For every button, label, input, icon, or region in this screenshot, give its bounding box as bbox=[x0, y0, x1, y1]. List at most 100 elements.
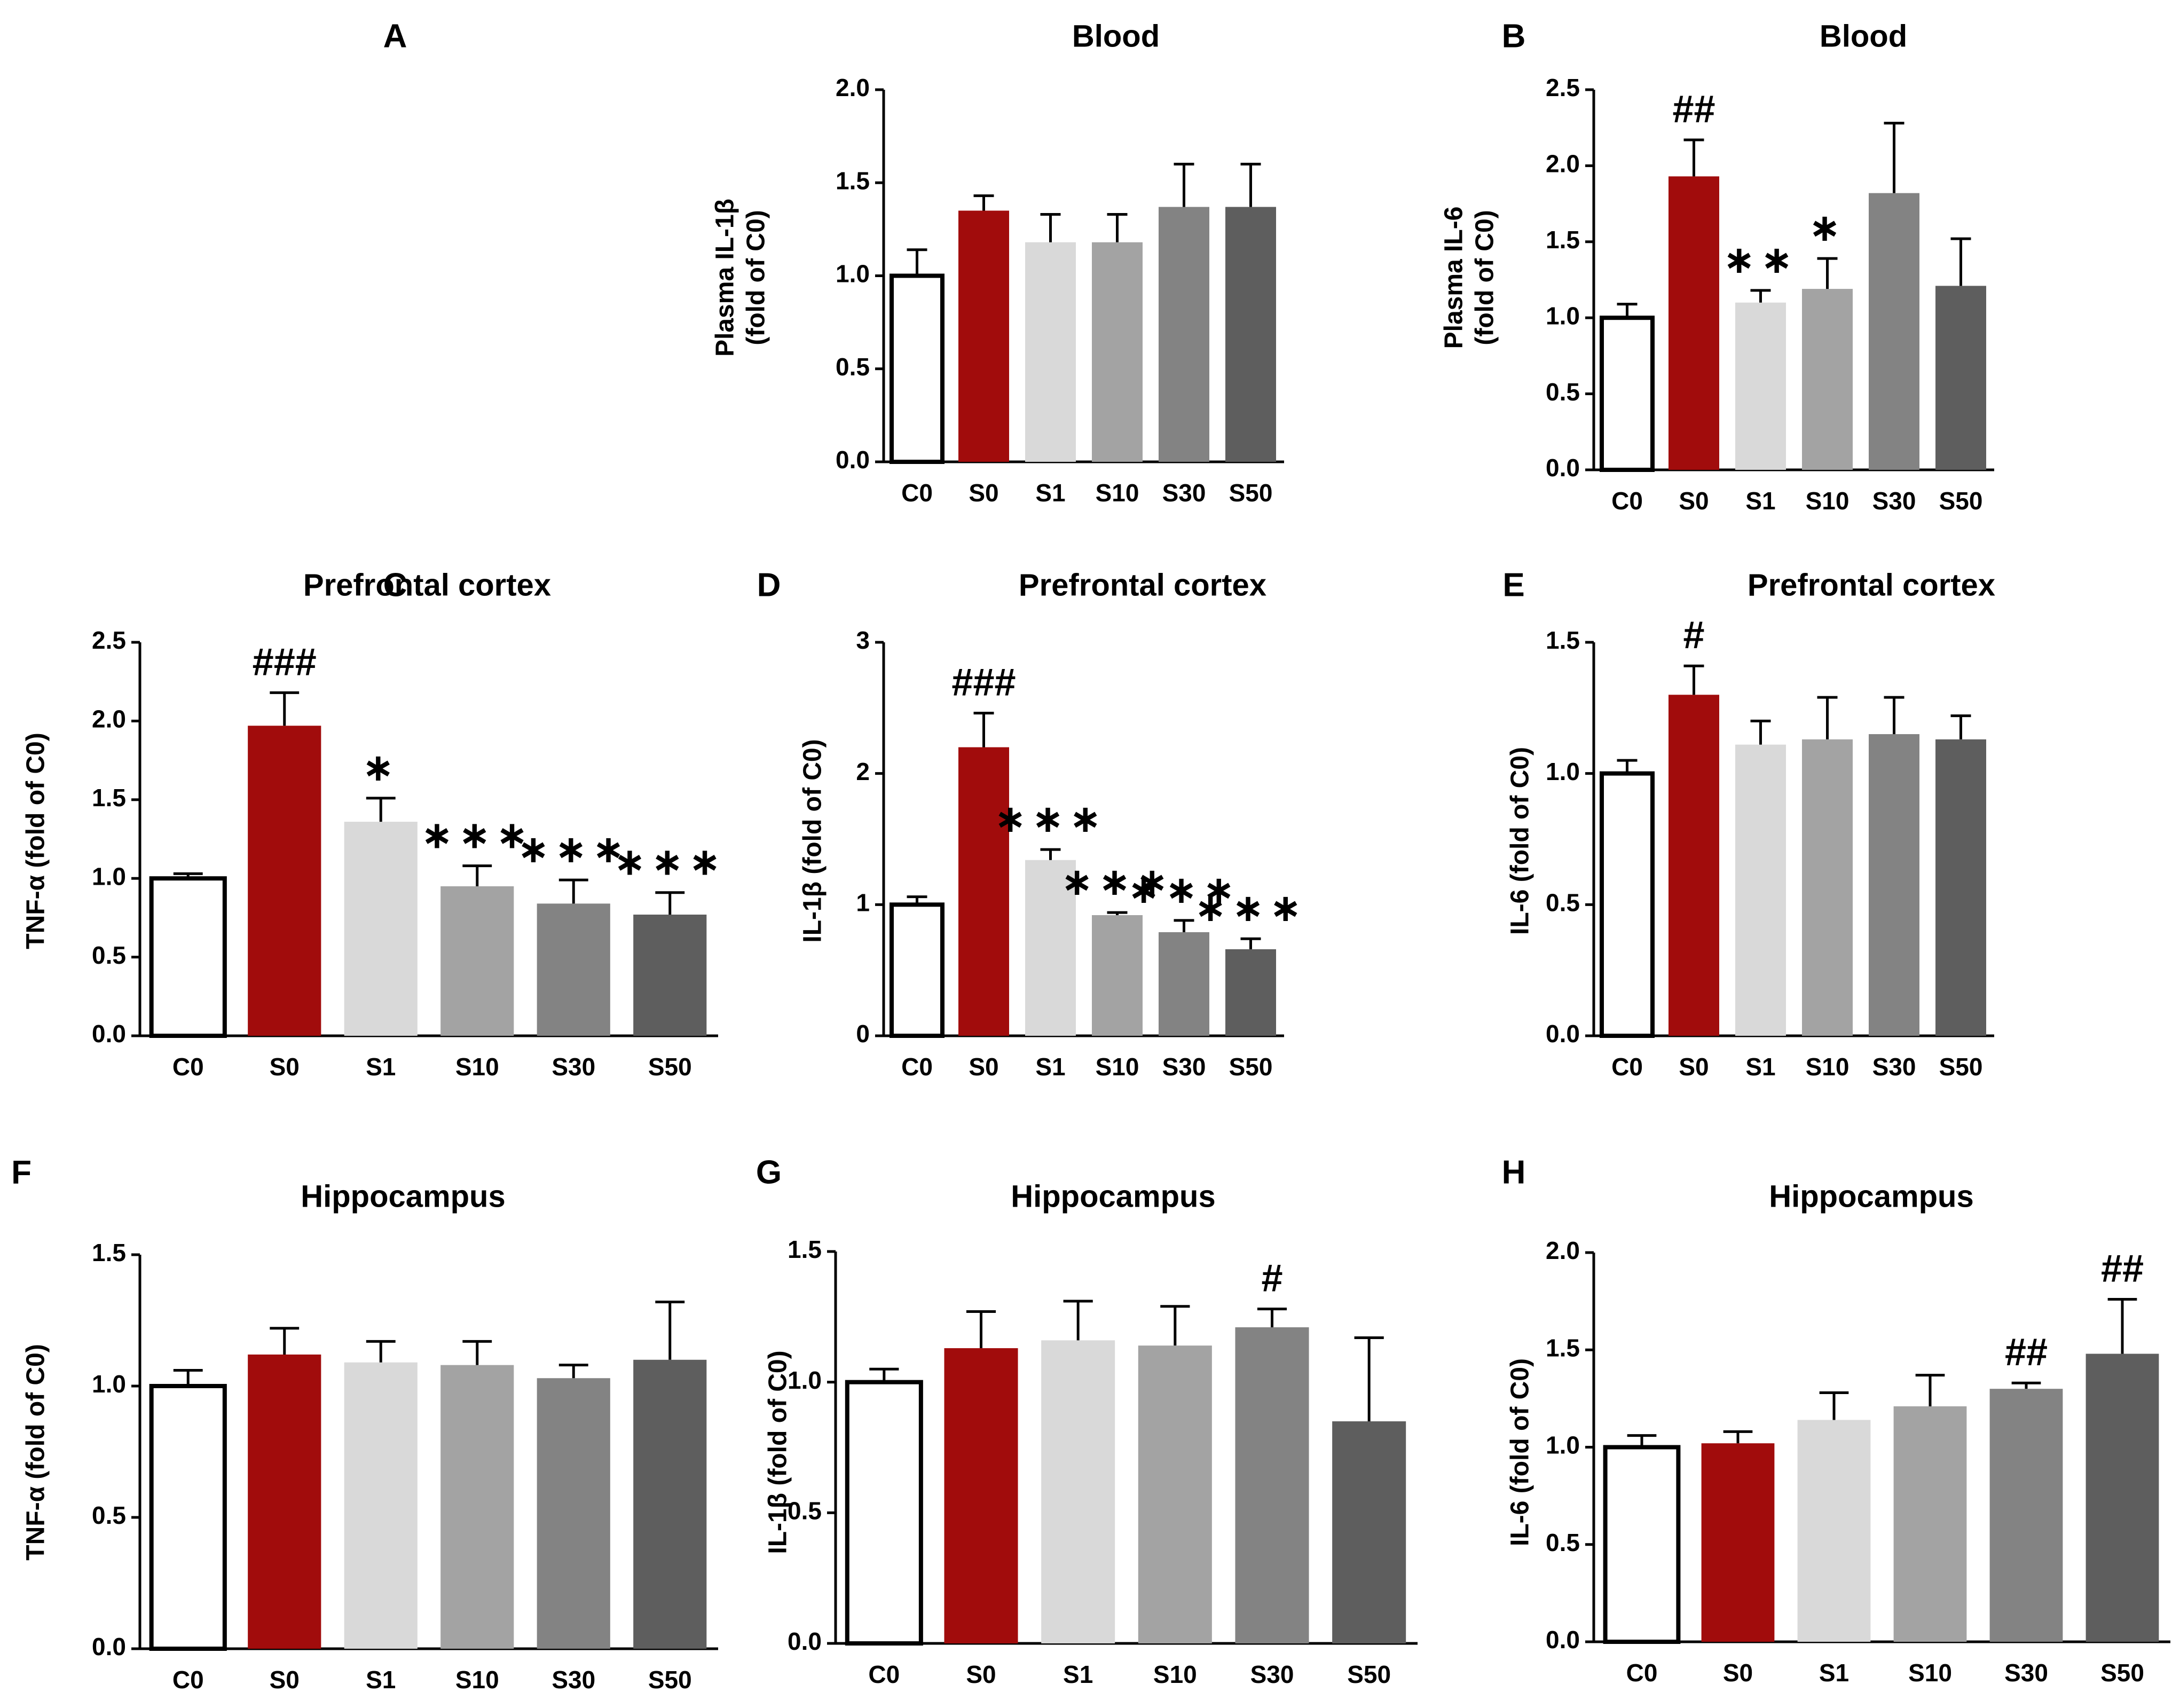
x-tick-label: S10 bbox=[1806, 1053, 1850, 1081]
x-tick-label: S1 bbox=[366, 1053, 396, 1081]
y-axis-label: (fold of C0) bbox=[742, 210, 770, 345]
significance-marker: # bbox=[1261, 1257, 1282, 1300]
panel-label: B bbox=[1502, 18, 1526, 54]
x-tick-label: S10 bbox=[1908, 1659, 1952, 1687]
y-tick-label: 1.0 bbox=[788, 1366, 822, 1394]
x-tick-label: S0 bbox=[1679, 487, 1709, 515]
y-axis-label: Plasma IL-1β bbox=[711, 199, 739, 357]
bar-s10 bbox=[440, 1365, 514, 1649]
chart-title: Prefrontal cortex bbox=[1019, 568, 1266, 602]
bar-s50 bbox=[1225, 207, 1276, 462]
bar-s10 bbox=[1092, 915, 1143, 1036]
panel-e: E Prefrontal cortex 0.0 0.5 1.0 1.5 IL-6 (fold… bbox=[1502, 566, 1995, 1081]
chart-title: Blood bbox=[1072, 19, 1160, 53]
bar-c0 bbox=[1603, 1445, 1681, 1644]
significance-marker: ## bbox=[1672, 88, 1715, 131]
y-tick-label: 1.0 bbox=[92, 1370, 126, 1398]
y-tick-label: 1.5 bbox=[92, 1239, 126, 1266]
x-tick-label: S30 bbox=[1162, 1053, 1206, 1081]
y-tick-label: 0.0 bbox=[92, 1633, 126, 1660]
bar-s0 bbox=[248, 1354, 321, 1649]
bar-s0 bbox=[958, 747, 1009, 1036]
y-tick-label: 1.5 bbox=[1546, 626, 1580, 654]
bar-s10 bbox=[440, 886, 514, 1036]
x-tick-label: C0 bbox=[901, 479, 933, 507]
x-tick-label: C0 bbox=[172, 1666, 204, 1694]
significance-marker: ∗ bbox=[362, 746, 399, 789]
bar-s0 bbox=[958, 210, 1009, 462]
y-tick-label: 0.5 bbox=[788, 1497, 822, 1524]
bar-c0 bbox=[1600, 316, 1655, 472]
x-tick-label: S0 bbox=[270, 1666, 300, 1694]
y-tick-label: 2.0 bbox=[92, 705, 126, 733]
x-tick-label: C0 bbox=[1611, 487, 1643, 515]
x-tick-label: C0 bbox=[1611, 1053, 1643, 1081]
y-axis-label: IL-6 (fold of C0) bbox=[1506, 1358, 1534, 1546]
bar-s0 bbox=[944, 1348, 1018, 1643]
x-tick-label: S50 bbox=[648, 1666, 692, 1694]
y-tick-label: 1.5 bbox=[836, 167, 870, 194]
y-tick-label: 2.0 bbox=[836, 74, 870, 101]
significance-marker: ∗∗∗ bbox=[1128, 869, 1240, 911]
bar-c0 bbox=[890, 902, 945, 1038]
y-tick-label: 0.5 bbox=[1546, 1529, 1580, 1556]
y-axis-label: IL-1β (fold of C0) bbox=[799, 739, 827, 942]
x-tick-label: S10 bbox=[1806, 487, 1850, 515]
x-tick-label: S30 bbox=[2004, 1659, 2048, 1687]
bar-s30 bbox=[1159, 207, 1209, 462]
bar-s50 bbox=[633, 1359, 707, 1649]
x-tick-label: S10 bbox=[455, 1666, 499, 1694]
x-tick-label: S50 bbox=[1229, 479, 1273, 507]
x-tick-label: S1 bbox=[1819, 1659, 1849, 1687]
bar-c0 bbox=[149, 876, 227, 1038]
x-tick-label: S10 bbox=[1153, 1660, 1197, 1688]
y-tick-label: 1.5 bbox=[1546, 1334, 1580, 1361]
y-tick-label: 0.0 bbox=[836, 446, 870, 474]
x-tick-label: S30 bbox=[552, 1666, 595, 1694]
y-tick-label: 2.0 bbox=[1546, 150, 1580, 178]
panel-label: C bbox=[383, 566, 407, 603]
bar-s1 bbox=[344, 822, 418, 1036]
bar-s10 bbox=[1092, 242, 1143, 462]
significance-marker: ∗∗∗ bbox=[994, 798, 1107, 840]
x-tick-label: S30 bbox=[552, 1053, 595, 1081]
panel-label: A bbox=[383, 18, 407, 54]
x-tick-label: S30 bbox=[1250, 1660, 1294, 1688]
chart-title: Hippocampus bbox=[301, 1179, 506, 1214]
y-axis-label: IL-6 (fold of C0) bbox=[1506, 747, 1534, 935]
bar-s50 bbox=[2085, 1353, 2159, 1642]
panel-d: D Prefrontal cortex 0 1 2 3 IL-1β (fold of C0)… bbox=[757, 566, 1302, 1081]
y-tick-label: 1.0 bbox=[1546, 302, 1580, 329]
y-tick-label: 1.0 bbox=[836, 260, 870, 288]
x-tick-label: S50 bbox=[1939, 487, 1983, 515]
bar-c0 bbox=[890, 273, 945, 464]
bar-s50 bbox=[1935, 739, 1986, 1036]
panel-label: F bbox=[11, 1154, 32, 1191]
y-tick-label: 0.5 bbox=[1546, 378, 1580, 406]
x-tick-label: S0 bbox=[1723, 1659, 1753, 1687]
bar-s50 bbox=[1332, 1421, 1406, 1643]
bar-s30 bbox=[537, 903, 610, 1036]
bar-s0 bbox=[1701, 1443, 1775, 1642]
significance-marker: ∗∗∗ bbox=[1061, 861, 1174, 903]
panel-label: G bbox=[756, 1154, 782, 1191]
y-tick-label: 0.5 bbox=[836, 353, 870, 381]
bar-s0 bbox=[1669, 695, 1719, 1036]
bar-s50 bbox=[1935, 286, 1986, 470]
x-tick-label: S50 bbox=[1939, 1053, 1983, 1081]
y-tick-label: 1.5 bbox=[788, 1235, 822, 1263]
x-tick-label: S30 bbox=[1162, 479, 1206, 507]
x-tick-label: S50 bbox=[1347, 1660, 1391, 1688]
significance-marker: # bbox=[1683, 614, 1704, 657]
bar-s30 bbox=[537, 1378, 610, 1649]
bar-c0 bbox=[1600, 771, 1655, 1038]
y-tick-label: 2.5 bbox=[92, 626, 126, 654]
bar-s30 bbox=[1869, 734, 1919, 1036]
significance-marker: ∗ bbox=[1808, 207, 1846, 249]
y-axis-label: IL-1β (fold of C0) bbox=[764, 1350, 792, 1554]
bar-s50 bbox=[633, 915, 707, 1036]
y-axis-label: Plasma IL-6 bbox=[1440, 207, 1468, 349]
y-tick-label: 0.0 bbox=[92, 1020, 126, 1048]
bar-s1 bbox=[1735, 302, 1786, 470]
